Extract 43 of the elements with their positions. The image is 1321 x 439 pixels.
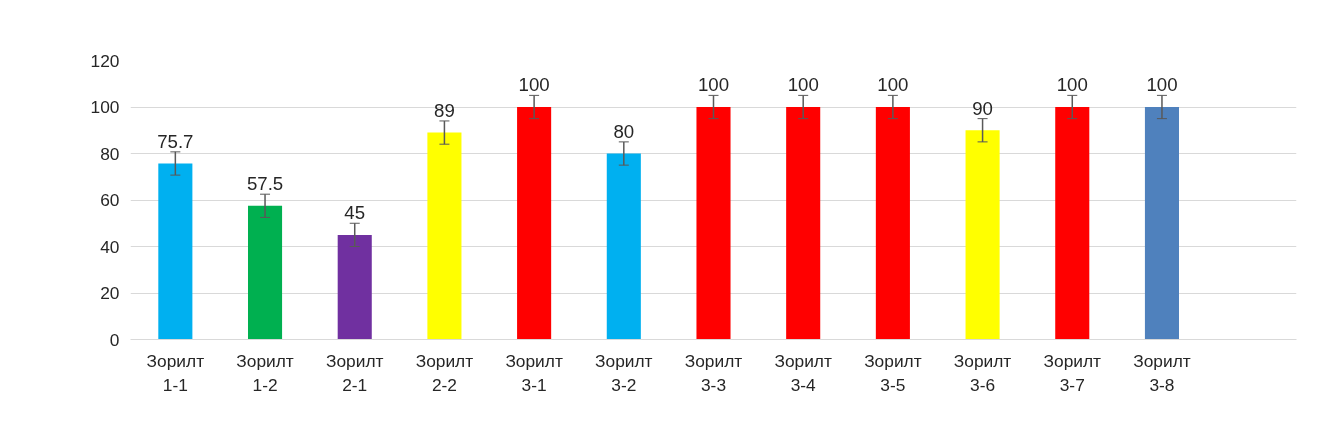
- y-tick-label: 100: [90, 97, 120, 117]
- y-tick-label: 120: [90, 50, 120, 71]
- y-tick-label: 20: [100, 283, 120, 303]
- x-tick-label: Зорилт 3-6: [953, 350, 1012, 395]
- x-tick-label: Зорилт 1-1: [146, 350, 205, 395]
- x-tick-label: Зорилт 3-8: [1133, 350, 1191, 395]
- bar: [158, 163, 193, 340]
- bar: [1144, 107, 1179, 340]
- x-tick-label: Зорилт 3-1: [505, 350, 563, 395]
- x-tick-label: Зорилт 1-2: [236, 350, 294, 395]
- x-tick-label: Зорилт 2-1: [326, 350, 384, 395]
- data-label: 57.5: [246, 173, 284, 195]
- data-label: 89: [434, 99, 455, 121]
- bar: [517, 107, 552, 340]
- x-tick-label: Зорилт 3-4: [774, 350, 832, 395]
- y-tick-label: 60: [100, 190, 120, 210]
- data-label: 100: [1146, 74, 1178, 96]
- bar: [1055, 107, 1090, 340]
- y-tick-label: 80: [100, 143, 120, 164]
- data-label: 75.7: [157, 130, 194, 152]
- bar: [606, 153, 641, 340]
- data-label: 100: [787, 74, 819, 96]
- data-label: 100: [697, 74, 730, 96]
- data-label: 45: [344, 202, 366, 224]
- x-tick-label: Зорилт 3-2: [595, 350, 653, 395]
- bar: [786, 107, 821, 340]
- bar: [427, 132, 462, 340]
- bar: [965, 130, 1000, 340]
- bar: [337, 234, 372, 340]
- bar: [875, 107, 910, 340]
- data-label: 100: [1056, 74, 1088, 96]
- x-tick-label: Зорилт 3-7: [1043, 350, 1102, 395]
- data-label: 100: [518, 74, 550, 96]
- bar: [696, 107, 731, 340]
- y-tick-label: 40: [100, 236, 120, 257]
- x-tick-label: Зорилт 2-2: [415, 350, 474, 395]
- x-tick-label: Зорилт 3-3: [684, 350, 743, 395]
- bar: [248, 205, 283, 340]
- x-tick-label: Зорилт 3-5: [864, 350, 922, 395]
- y-tick-label: 0: [109, 329, 120, 350]
- data-label: 80: [613, 120, 635, 142]
- data-label: 90: [972, 97, 993, 119]
- data-label: 100: [877, 74, 909, 96]
